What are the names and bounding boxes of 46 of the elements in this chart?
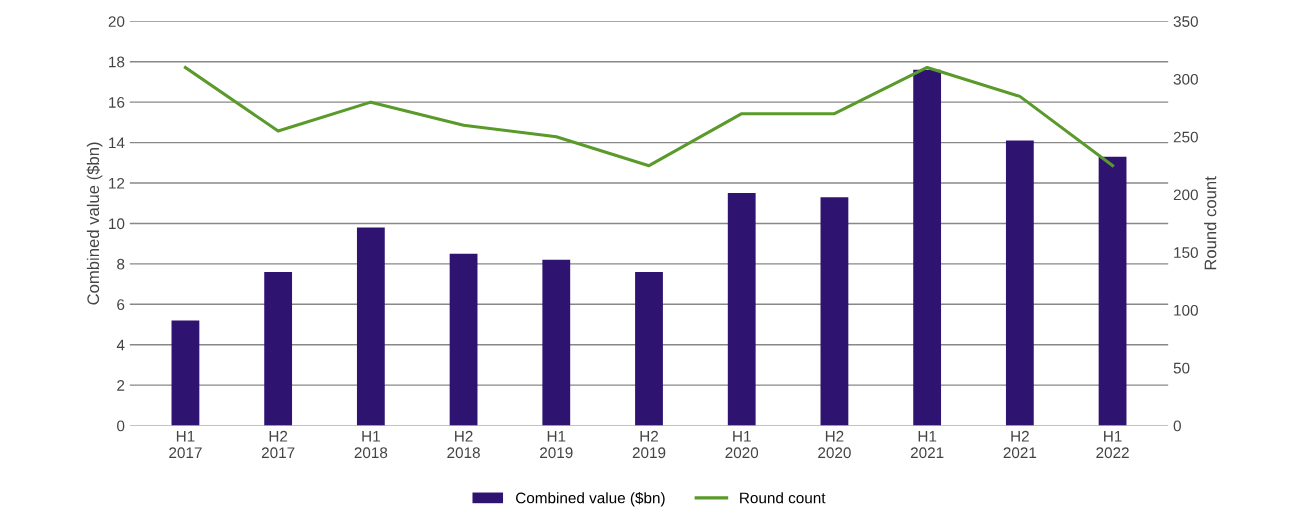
- bar: [727, 193, 756, 426]
- y2-tick-label: 350: [1173, 16, 1198, 27]
- y-tick-label: 8: [117, 258, 125, 270]
- x-tick-label: H2 2019: [632, 430, 666, 459]
- bar: [820, 197, 849, 426]
- y-axis-title: Combined value ($bn): [86, 142, 103, 305]
- bar: [1098, 156, 1127, 426]
- bar: [356, 227, 385, 426]
- y-tick-label: 0: [117, 420, 125, 432]
- y2-tick-label: 100: [1174, 304, 1198, 316]
- x-tick-label: H1 2020: [725, 431, 759, 459]
- bar: [913, 69, 942, 426]
- bar: [542, 259, 571, 426]
- x-tick-label: H1 2019: [540, 431, 573, 459]
- y2-tick-label: 0: [1173, 420, 1181, 432]
- y2-axis-title: Round count: [1204, 176, 1217, 270]
- y-tick-label: 18: [109, 56, 125, 68]
- legend-label: Combined value ($bn): [516, 491, 665, 507]
- bar: [449, 253, 478, 426]
- y2-tick-label: 250: [1173, 131, 1198, 143]
- y-tick-label: 4: [116, 339, 125, 351]
- y2-tick-label: 200: [1173, 189, 1198, 201]
- y-tick-label: 12: [109, 177, 125, 189]
- x-tick-label: H2 2020: [818, 430, 851, 459]
- x-tick-label: H1 2021: [910, 431, 944, 459]
- x-tick-label: H1 2017: [169, 431, 202, 459]
- line-series: [183, 65, 1115, 168]
- y-tick-label: 14: [109, 137, 125, 149]
- legend-label: Round count: [740, 492, 826, 504]
- x-tick-label: H1 2018: [354, 431, 388, 459]
- y2-tick-label: 50: [1173, 362, 1190, 374]
- x-tick-label: H2 2018: [447, 430, 480, 459]
- y-tick-label: 20: [108, 16, 125, 27]
- y2-tick-label: 300: [1173, 73, 1198, 85]
- bar: [635, 271, 663, 426]
- y-tick-label: 2: [117, 380, 125, 391]
- y2-tick-label: 150: [1174, 247, 1198, 259]
- x-tick-label: H1 2022: [1096, 431, 1129, 459]
- x-tick-label: H2 2021: [1003, 430, 1037, 459]
- x-tick-label: H2 2017: [261, 430, 295, 459]
- y-tick-label: 6: [117, 299, 125, 310]
- y-tick-label: 16: [109, 97, 125, 108]
- bar: [1005, 140, 1034, 426]
- bar: [171, 320, 200, 426]
- bar: [264, 271, 293, 426]
- y-tick-label: 10: [109, 218, 125, 230]
